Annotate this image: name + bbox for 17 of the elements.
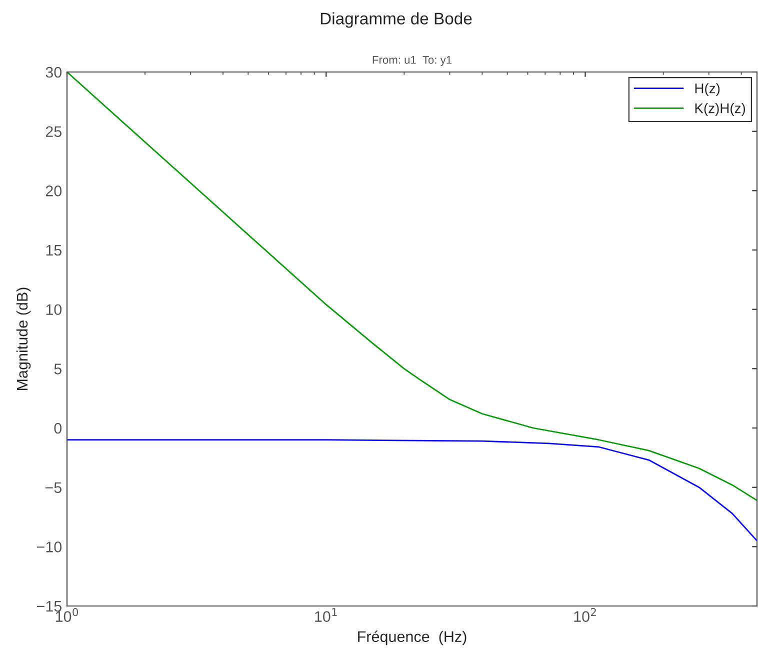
y-tick-label: 20 xyxy=(46,186,62,196)
y-tick-label: 25 xyxy=(46,126,62,138)
x-axis-title: Fréquence (Hz) xyxy=(358,630,466,646)
y-tick-label: 5 xyxy=(54,364,62,374)
legend-label: H(z) xyxy=(695,83,720,96)
y-axis-title: Magnitude (dB) xyxy=(16,288,31,390)
x-tick-label: 10$^{1}$ xyxy=(315,608,337,622)
x-tick-label: 10$^{2}$ xyxy=(574,608,596,622)
y-tick-label: 0 xyxy=(54,422,62,434)
y-tick-label: 10 xyxy=(46,304,62,316)
y-tick-label: 15 xyxy=(46,245,62,256)
y-tick-label: −10 xyxy=(36,542,62,552)
y-tick-label: −5 xyxy=(45,482,62,494)
legend-label: K(z)H(z) xyxy=(695,103,746,116)
chart-title: Diagramme de Bode xyxy=(320,12,472,28)
chart-subtitle: From: u1 To: y1 xyxy=(372,56,452,66)
y-tick-label: 30 xyxy=(46,66,62,78)
